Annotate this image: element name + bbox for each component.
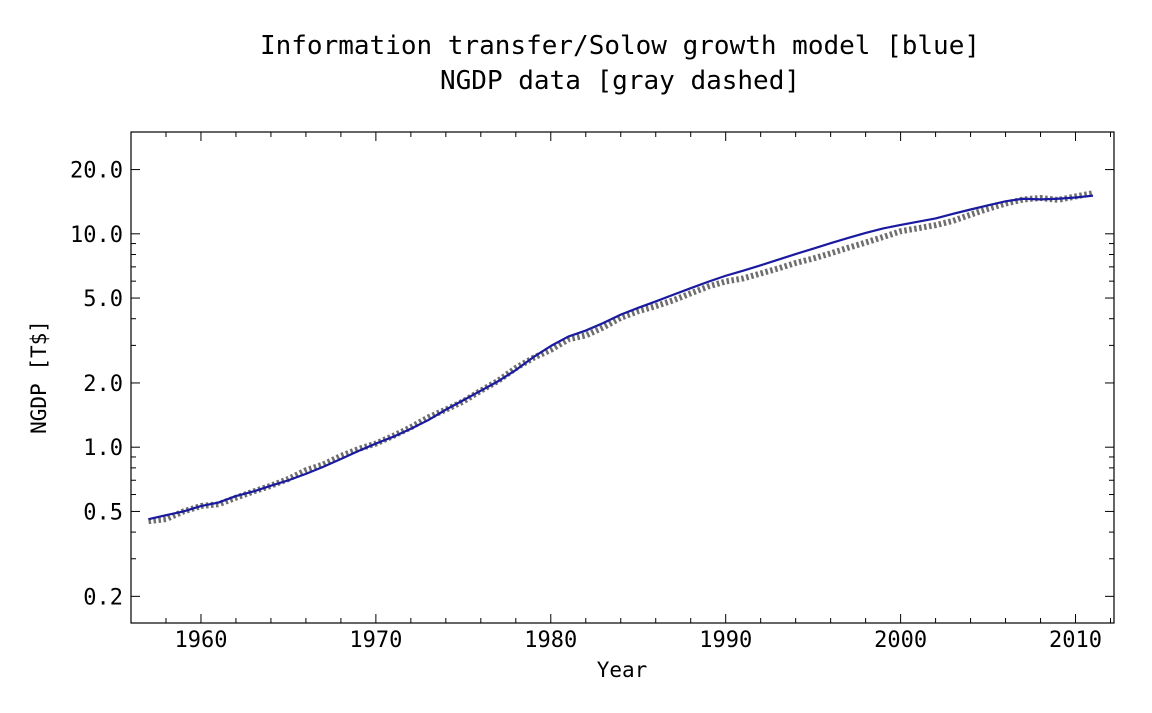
y-tick-label: 0.5 xyxy=(83,500,123,525)
y-tick-label: 2.0 xyxy=(83,372,123,397)
y-axis-label: NGDP [T$] xyxy=(27,320,51,434)
y-tick-label: 10.0 xyxy=(70,223,123,248)
x-tick-label: 1980 xyxy=(524,628,577,653)
y-tick-label: 5.0 xyxy=(83,287,123,312)
plot-frame xyxy=(130,131,1115,624)
x-tick-label: 1970 xyxy=(349,628,402,653)
x-tick-label: 1990 xyxy=(699,628,752,653)
axis-ticks: 1960 1970 1980 1990 2000 2010 0.2 0.5 1.0 2.0 5.0 1… xyxy=(70,131,1114,653)
x-tick-label: 2010 xyxy=(1049,628,1102,653)
model-line xyxy=(148,194,1094,521)
chart-title-line-2: NGDP data [gray dashed] xyxy=(440,66,800,96)
x-tick-label: 1960 xyxy=(174,628,227,653)
y-tick-label: 1.0 xyxy=(83,436,123,461)
series-layer xyxy=(148,190,1094,525)
chart-title-line-1: Information transfer/Solow growth model … xyxy=(260,31,980,61)
x-axis-label: Year xyxy=(597,658,648,682)
y-tick-label: 0.2 xyxy=(83,585,123,610)
ngdp-data-line xyxy=(148,190,1094,525)
x-tick-label: 2000 xyxy=(874,628,927,653)
y-tick-label: 20.0 xyxy=(70,159,123,184)
